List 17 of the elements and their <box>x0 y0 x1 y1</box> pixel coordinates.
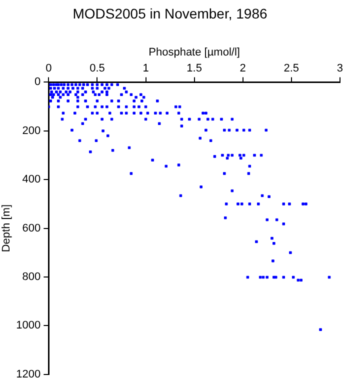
y-tick-label: 0 <box>34 76 41 88</box>
y-tick-label: 400 <box>22 174 41 186</box>
y-tick-label: 1000 <box>16 320 41 332</box>
y-axis-title: Depth [m] <box>0 204 13 252</box>
x-axis-title: Phosphate [µmol/l] <box>148 46 240 58</box>
y-tick-label: 600 <box>22 222 41 234</box>
x-tick-label: 3 <box>336 62 344 75</box>
x-tick-label: 2 <box>240 62 246 75</box>
y-tick-label: 200 <box>22 124 41 137</box>
x-tick-label: 2.5 <box>284 62 300 75</box>
x-tick-label: 0.5 <box>90 62 105 75</box>
y-tick-label: 1200 <box>16 368 41 380</box>
x-tick-label: 1.5 <box>186 62 202 75</box>
x-tick-label: 1 <box>142 62 149 75</box>
chart-title: MODS2005 in November, 1986 <box>72 5 268 22</box>
y-tick-label: 800 <box>22 271 41 284</box>
x-tick-label: 0 <box>46 62 52 75</box>
